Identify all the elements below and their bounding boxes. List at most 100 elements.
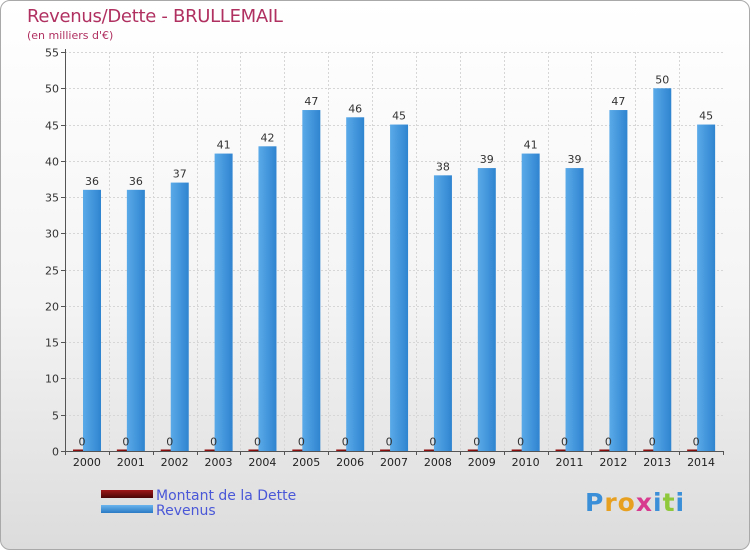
- bar-revenue: [433, 175, 452, 451]
- data-label-debt: 0: [605, 436, 612, 449]
- data-label-revenue: 37: [173, 168, 187, 181]
- legend-label-debt: Montant de la Dette: [156, 488, 297, 504]
- y-tick-label: 15: [45, 337, 59, 350]
- data-label-debt: 0: [649, 436, 656, 449]
- data-label-debt: 0: [386, 436, 393, 449]
- logo-letter: r: [604, 488, 618, 517]
- y-tick-label: 10: [45, 373, 59, 386]
- y-tick-label: 5: [52, 410, 59, 423]
- x-tick-label: 2013: [643, 456, 671, 469]
- bar-revenue: [477, 168, 496, 451]
- data-label-revenue: 50: [655, 73, 669, 86]
- data-label-revenue: 36: [129, 175, 143, 188]
- bar-revenue: [83, 189, 101, 451]
- bar-revenue: [302, 110, 321, 451]
- bar-revenue: [170, 182, 189, 451]
- logo-letter: P: [585, 488, 605, 517]
- logo-letter: i: [675, 488, 686, 517]
- bar-revenue: [390, 124, 409, 451]
- data-label-debt: 0: [517, 436, 524, 449]
- legend-swatch-revenue: [101, 505, 153, 513]
- data-label-revenue: 42: [260, 131, 274, 144]
- x-tick-label: 2010: [512, 456, 540, 469]
- bar-debt: [116, 449, 135, 451]
- y-tick-label: 25: [45, 265, 59, 278]
- logo-letter: x: [635, 488, 653, 517]
- bar-revenue: [346, 117, 365, 452]
- bar-debt: [292, 449, 311, 451]
- y-tick-label: 0: [52, 446, 59, 459]
- bar-revenue: [214, 153, 233, 451]
- y-tick-label: 30: [45, 228, 59, 241]
- x-tick-label: 2007: [380, 456, 408, 469]
- data-label-revenue: 38: [436, 160, 450, 173]
- x-tick-label: 2011: [555, 456, 583, 469]
- data-label-revenue: 47: [611, 95, 625, 108]
- axes: 0 5 10 15 20 25 30 35 40 45 50 55: [45, 47, 724, 459]
- x-tick-label: 2006: [336, 456, 364, 469]
- bar-debt: [467, 449, 486, 451]
- logo-letter: i: [653, 488, 663, 517]
- y-tick-label: 45: [45, 120, 59, 133]
- data-label-revenue: 46: [348, 102, 362, 115]
- x-tick-label: 2002: [161, 456, 189, 469]
- y-tick-label: 40: [45, 156, 59, 169]
- legend-swatch-debt: [101, 490, 153, 498]
- bar-debt: [248, 449, 267, 451]
- chart-subtitle: (en milliers d'€): [27, 29, 114, 42]
- data-label-debt: 0: [693, 436, 700, 449]
- bar-debt: [687, 449, 706, 451]
- data-label-debt: 0: [254, 436, 261, 449]
- labels: 0 36 2000 0 36 2001 0 37 2002 0 41 2003 0 42 2004 0 47 20…: [73, 73, 715, 469]
- bar-debt: [73, 449, 91, 451]
- bars: [73, 88, 716, 452]
- logo-letter: o: [617, 488, 636, 517]
- bar-debt: [423, 449, 442, 451]
- bar-debt: [336, 449, 355, 451]
- bar-revenue: [126, 189, 145, 451]
- bar-revenue: [521, 153, 540, 451]
- data-label-revenue: 41: [524, 139, 538, 152]
- bar-revenue: [653, 88, 672, 451]
- x-tick-label: 2004: [248, 456, 276, 469]
- x-tick-label: 2008: [424, 456, 452, 469]
- bar-revenue: [697, 124, 716, 451]
- data-label-revenue: 36: [85, 175, 99, 188]
- bar-debt: [204, 449, 223, 451]
- x-tick-label: 2012: [599, 456, 627, 469]
- data-label-debt: 0: [429, 436, 436, 449]
- data-label-revenue: 45: [699, 110, 713, 123]
- bar-revenue: [609, 110, 628, 451]
- bar-debt: [555, 449, 574, 451]
- legend-label-revenue: Revenus: [156, 503, 216, 519]
- data-label-debt: 0: [342, 436, 349, 449]
- data-label-debt: 0: [166, 436, 173, 449]
- data-label-debt: 0: [210, 436, 217, 449]
- data-label-debt: 0: [473, 436, 480, 449]
- y-tick-label: 20: [45, 301, 59, 314]
- x-tick-label: 2005: [292, 456, 320, 469]
- y-tick-label: 50: [45, 83, 59, 96]
- bar-revenue: [258, 146, 277, 452]
- proxiti-logo: Proxiti: [585, 488, 685, 517]
- logo-letter: t: [662, 488, 676, 517]
- x-tick-label: 2001: [117, 456, 145, 469]
- chart-title: Revenus/Dette - BRULLEMAIL: [27, 6, 283, 27]
- data-label-revenue: 41: [217, 139, 231, 152]
- data-label-revenue: 47: [304, 95, 318, 108]
- bar-debt: [599, 449, 618, 451]
- x-tick-label: 2000: [73, 456, 101, 469]
- data-label-revenue: 39: [480, 153, 494, 166]
- bar-debt: [160, 449, 179, 451]
- y-tick-label: 55: [45, 47, 59, 60]
- data-label-debt: 0: [298, 436, 305, 449]
- data-label-debt: 0: [79, 436, 86, 449]
- x-tick-label: 2003: [205, 456, 233, 469]
- data-label-revenue: 45: [392, 110, 406, 123]
- y-tick-label: 35: [45, 192, 59, 205]
- data-label-debt: 0: [561, 436, 568, 449]
- bar-revenue: [565, 168, 584, 451]
- bar-debt: [380, 449, 399, 451]
